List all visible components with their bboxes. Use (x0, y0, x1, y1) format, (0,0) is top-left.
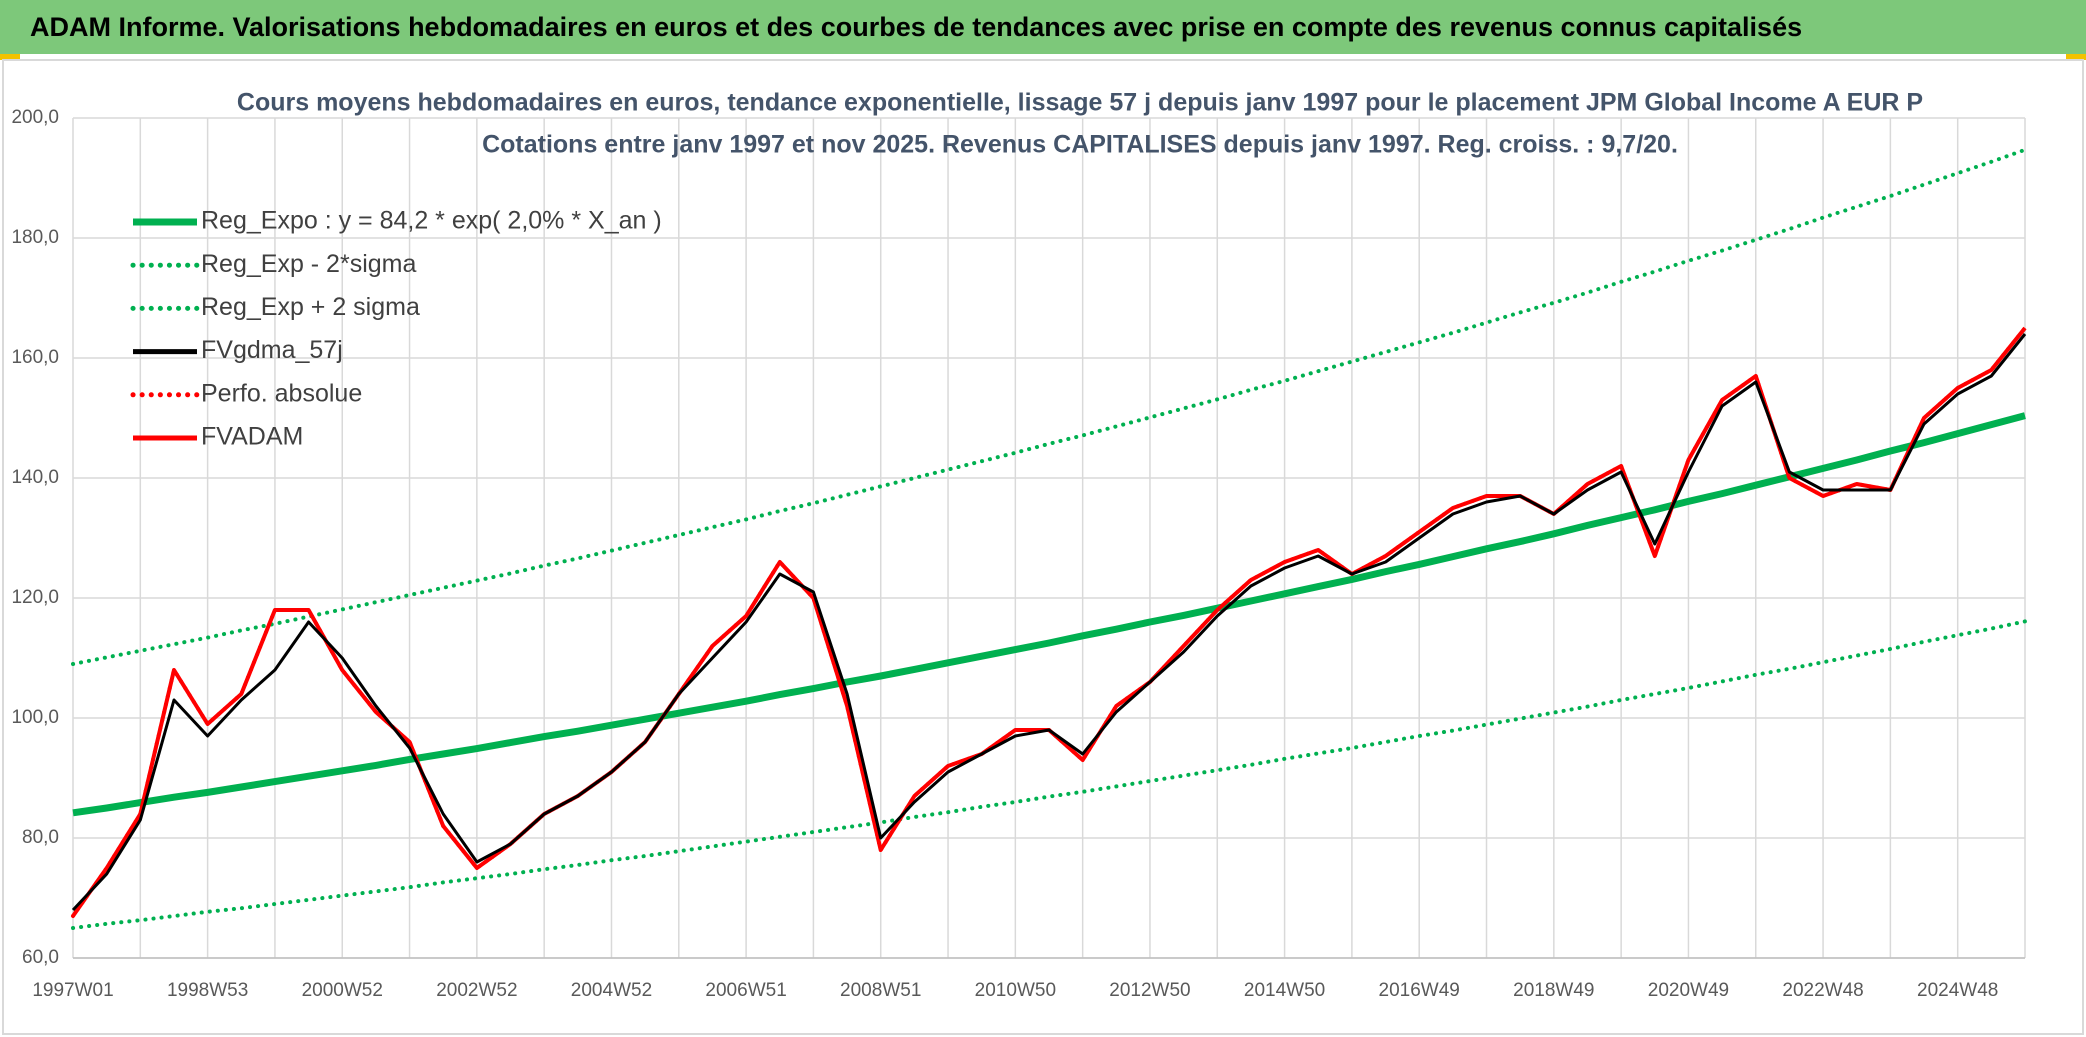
y-tick-label: 140,0 (11, 467, 59, 488)
series-line (72, 412, 2026, 817)
x-tick-label: 2024W48 (1917, 980, 1998, 1001)
legend-label: FVADAM (201, 423, 303, 451)
page-title: ADAM Informe. Valorisations hebdomadaire… (30, 12, 1802, 42)
x-tick-label: 2018W49 (1513, 980, 1594, 1001)
corner (0, 54, 20, 60)
x-tick-label: 2008W51 (840, 980, 921, 1001)
y-tick-label: 180,0 (11, 227, 59, 248)
x-tick-label: 2000W52 (302, 980, 383, 1001)
series-line (71, 147, 2027, 666)
x-tick-label: 1997W01 (32, 980, 113, 1001)
corner (2066, 54, 2086, 60)
chart-subtitle: Cotations entre janv 1997 et nov 2025. R… (482, 131, 1678, 159)
chart-frame (2, 59, 2084, 1035)
x-tick-label: 1998W53 (167, 980, 248, 1001)
y-tick-label: 60,0 (22, 947, 59, 968)
series-line (71, 619, 2027, 930)
legend-label: FVgdma_57j (201, 336, 343, 364)
y-tick-label: 160,0 (11, 347, 59, 368)
x-tick-label: 2012W50 (1109, 980, 1190, 1001)
y-tick-label: 100,0 (11, 707, 59, 728)
x-tick-label: 2016W49 (1379, 980, 1460, 1001)
y-tick-label: 80,0 (22, 827, 59, 848)
x-tick-label: 2010W50 (975, 980, 1056, 1001)
y-tick-label: 120,0 (11, 587, 59, 608)
x-tick-label: 2020W49 (1648, 980, 1729, 1001)
x-tick-label: 2022W48 (1782, 980, 1863, 1001)
legend-label: Perfo. absolue (201, 379, 362, 407)
series-line (71, 333, 2027, 912)
title-bar (0, 0, 2086, 54)
legend-label: Reg_Exp - 2*sigma (201, 250, 416, 278)
x-tick-label: 2002W52 (436, 980, 517, 1001)
legend-label: Reg_Exp + 2 sigma (201, 293, 420, 321)
y-tick-label: 200,0 (11, 107, 59, 128)
x-tick-label: 2006W51 (705, 980, 786, 1001)
x-tick-label: 2014W50 (1244, 980, 1325, 1001)
x-tick-label: 2004W52 (571, 980, 652, 1001)
chart-title: Cours moyens hebdomadaires en euros, ten… (237, 89, 1923, 117)
legend-label: Reg_Expo : y = 84,2 * exp( 2,0% * X_an ) (201, 207, 662, 235)
plot: 60,0 80,0 100,0 120,0 140,0 160,0 180,0 200,0 19… (11, 107, 2027, 1001)
